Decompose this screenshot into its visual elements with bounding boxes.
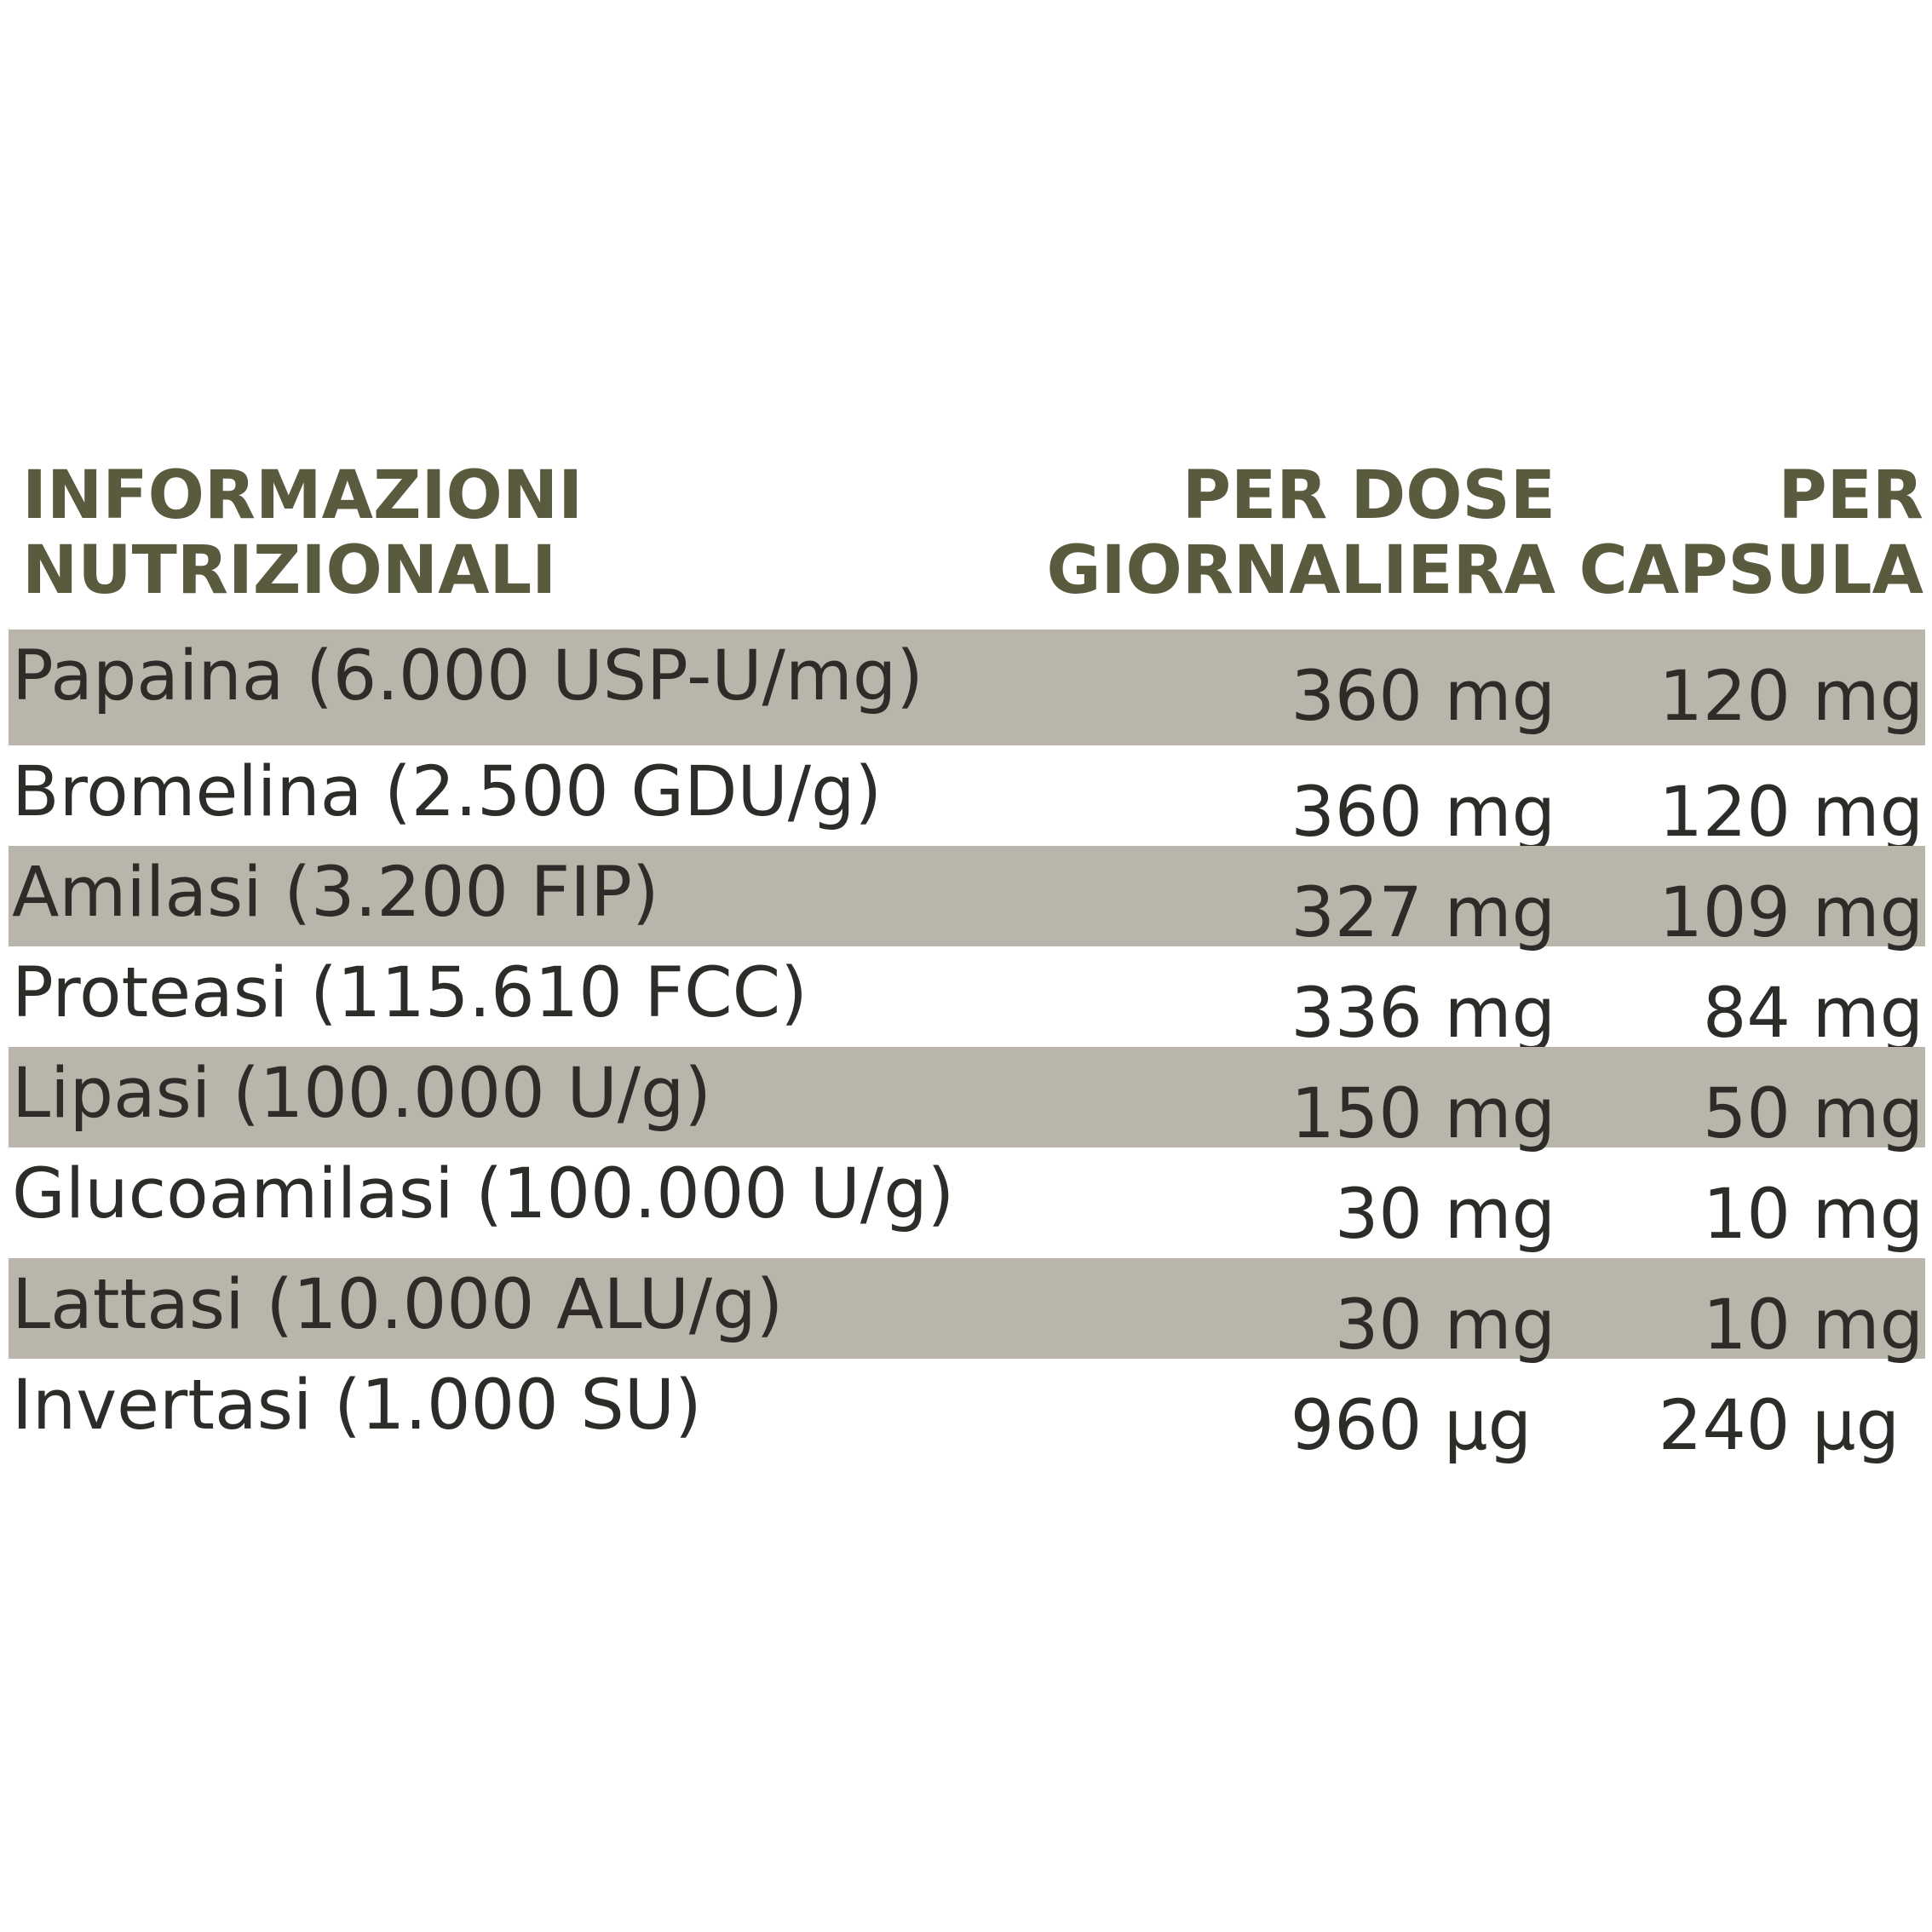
per-capsule-value: 120 mg	[1659, 773, 1923, 853]
nutrition-table: INFORMAZIONI NUTRIZIONALI PER DOSE GIORN…	[9, 458, 1925, 1469]
per-capsule-value: 50 mg	[1702, 1074, 1923, 1154]
header-nutritional-info: INFORMAZIONI NUTRIZIONALI	[22, 458, 583, 608]
per-dose-value: 150 mg	[1291, 1074, 1555, 1154]
ingredient-name: Invertasi (1.000 SU)	[12, 1366, 702, 1446]
header-per-capsule-line1: PER	[1778, 457, 1923, 534]
per-capsule-value: 10 mg	[1702, 1175, 1923, 1255]
header-nutritional-info-line2: NUTRIZIONALI	[22, 532, 557, 609]
table-row: Amilasi (3.200 FIP) 327 mg 109 mg	[9, 846, 1925, 953]
header-per-daily-dose-line1: PER DOSE	[1182, 457, 1555, 534]
per-dose-value: 960 µg	[1290, 1386, 1532, 1466]
table-row: Invertasi (1.000 SU) 960 µg 240 µg	[9, 1359, 1925, 1469]
per-capsule-value: 120 mg	[1659, 657, 1923, 737]
per-dose-value: 30 mg	[1334, 1285, 1555, 1366]
header-per-daily-dose: PER DOSE GIORNALIERA	[1047, 458, 1556, 608]
table-row: Papaina (6.000 USP-U/mg) 360 mg 120 mg	[9, 630, 1925, 745]
table-row: Lattasi (10.000 ALU/g) 30 mg 10 mg	[9, 1258, 1925, 1366]
per-dose-value: 360 mg	[1291, 773, 1555, 853]
per-capsule-value: 109 mg	[1659, 873, 1923, 953]
ingredient-name: Amilasi (3.200 FIP)	[12, 853, 659, 933]
ingredient-name: Papaina (6.000 USP-U/mg)	[12, 636, 923, 716]
per-dose-value: 30 mg	[1334, 1175, 1555, 1255]
table-header: INFORMAZIONI NUTRIZIONALI PER DOSE GIORN…	[9, 458, 1925, 630]
ingredient-name: Lipasi (100.000 U/g)	[12, 1054, 712, 1134]
per-dose-value: 360 mg	[1291, 657, 1555, 737]
table-row: Bromelina (2.500 GDU/g) 360 mg 120 mg	[9, 745, 1925, 853]
ingredient-name: Lattasi (10.000 ALU/g)	[12, 1265, 784, 1345]
per-capsule-value: 240 µg	[1658, 1386, 1900, 1466]
ingredient-name: Proteasi (115.610 FCC)	[12, 953, 808, 1033]
header-per-capsule: PER CAPSULA	[1579, 458, 1923, 608]
per-dose-value: 336 mg	[1291, 974, 1555, 1054]
ingredient-name: Glucoamilasi (100.000 U/g)	[12, 1154, 955, 1234]
per-capsule-value: 84 mg	[1702, 974, 1923, 1054]
ingredient-name: Bromelina (2.500 GDU/g)	[12, 752, 883, 832]
table-row: Proteasi (115.610 FCC) 336 mg 84 mg	[9, 946, 1925, 1054]
per-dose-value: 327 mg	[1291, 873, 1555, 953]
table-row: Glucoamilasi (100.000 U/g) 30 mg 10 mg	[9, 1147, 1925, 1258]
header-per-capsule-line2: CAPSULA	[1578, 532, 1923, 609]
header-nutritional-info-line1: INFORMAZIONI	[22, 457, 584, 534]
header-per-daily-dose-line2: GIORNALIERA	[1046, 532, 1556, 609]
table-row: Lipasi (100.000 U/g) 150 mg 50 mg	[9, 1047, 1925, 1154]
per-capsule-value: 10 mg	[1702, 1285, 1923, 1366]
